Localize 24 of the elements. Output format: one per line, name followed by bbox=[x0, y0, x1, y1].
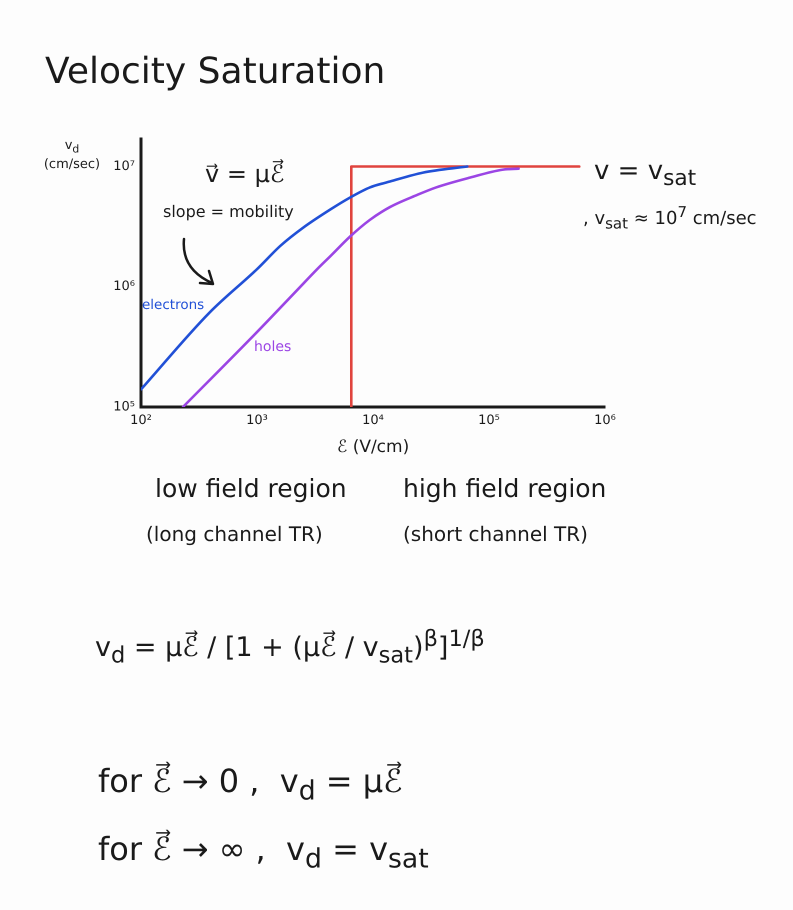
y-tick-label: 10⁵ bbox=[113, 399, 135, 414]
y-tick-label: 10⁶ bbox=[113, 279, 135, 294]
series-label: electrons bbox=[142, 297, 204, 314]
x-axis-title: ℰ (V/cm) bbox=[337, 437, 410, 458]
series-label: v = v$_{sat}$ bbox=[594, 156, 696, 192]
text: (long channel TR) bbox=[146, 522, 323, 546]
x-tick-label: 10⁵ bbox=[478, 413, 500, 428]
annotation: , v$_{sat}$ ≈ 10$^{7}$ cm/sec bbox=[583, 203, 757, 233]
x-tick-label: 10⁶ bbox=[594, 413, 616, 428]
text: high field region bbox=[403, 474, 606, 504]
x-tick-label: 10³ bbox=[246, 413, 268, 428]
text: (short channel TR) bbox=[403, 522, 588, 546]
text: v$_{d}$ = μℰ⃗ / [1 + (μℰ⃗ / v$_{sat}$)$^{β}$]$^{1/β}$ bbox=[95, 626, 485, 670]
series-label: holes bbox=[254, 339, 292, 356]
x-tick-label: 10⁴ bbox=[362, 413, 384, 428]
y-axis-title: v$_{d}$ (cm/sec) bbox=[42, 138, 102, 174]
annotation: slope = mobility bbox=[163, 202, 294, 222]
annotation: v⃗ = μℰ⃗ bbox=[205, 160, 284, 189]
text: low field region bbox=[155, 474, 347, 504]
y-tick-label: 10⁷ bbox=[113, 158, 135, 174]
chart-title: Velocity Saturation bbox=[45, 50, 386, 94]
text: for ℰ⃗ → ∞ , v$_{d}$ = v$_{sat}$ bbox=[98, 830, 429, 876]
text: for ℰ⃗ → 0 , v$_{d}$ = μℰ⃗ bbox=[98, 762, 402, 808]
x-tick-label: 10² bbox=[130, 413, 152, 428]
